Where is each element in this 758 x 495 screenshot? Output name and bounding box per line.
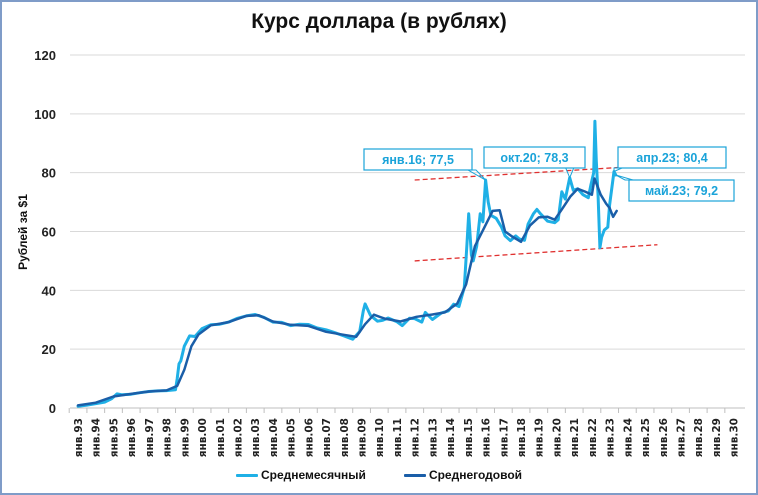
x-tick-label: янв.03 [250,418,262,457]
x-tick-label: янв.13 [427,418,439,457]
x-tick-label: янв.16 [481,418,493,457]
x-tick-label: янв.22 [587,418,599,457]
legend-item-yearly[interactable]: Среднегодовой [403,468,523,482]
x-tick-label: янв.23 [605,418,617,457]
x-tick-label: янв.08 [339,418,351,457]
x-tick-label: янв.11 [392,418,404,457]
y-tick-label: 20 [42,342,56,357]
y-axis-ticks: 0 20 40 60 80 100 120 [34,48,56,416]
series-yearly-line [76,177,618,407]
annotation-box [628,179,735,202]
annotation-label: окт.20; 78,3 [500,151,568,165]
x-tick-label: янв.93 [73,418,85,457]
x-tick-label: янв.27 [675,418,687,457]
x-tick-label: янв.10 [374,418,386,457]
x-tick-label: янв.25 [640,418,652,457]
x-axis: янв.93 янв.94 янв.95 янв.96 янв.97 янв.98 янв.… [68,407,745,457]
x-tick-label: янв.18 [516,418,528,457]
x-tick-label: янв.02 [232,418,244,457]
x-tick-label: янв.12 [410,418,422,457]
x-tick-label: янв.07 [321,418,333,457]
x-tick-label: янв.14 [445,418,457,457]
x-tick-label: янв.05 [286,418,298,457]
x-tick-label: янв.21 [569,418,581,457]
x-tick-label: янв.20 [551,418,563,457]
x-tick-label: янв.09 [357,418,369,457]
legend-label-yearly: Среднегодовой [428,468,523,482]
x-tick-label: янв.06 [303,418,315,457]
x-tick-label: янв.95 [108,418,120,457]
y-tick-label: 120 [34,48,56,63]
x-tick-label: янв.94 [91,418,103,457]
x-tick-label: янв.28 [693,418,705,457]
x-tick-label: янв.96 [126,418,138,457]
x-tick-label: янв.98 [162,418,174,457]
annotation-box [617,146,727,169]
annotation-box [483,146,586,169]
legend-swatch-monthly [235,473,258,477]
annotation-label: янв.16; 77,5 [382,153,454,167]
data-annotations: янв.16; 77,5 окт.20; 78,3 апр.23; 80,4 май.… [363,146,735,202]
y-tick-label: 60 [42,225,56,240]
y-tick-label: 100 [34,107,56,122]
x-tick-label: янв.01 [215,418,227,457]
gridlines [70,54,745,350]
x-tick-label: янв.26 [658,418,670,457]
y-axis-label: Рублей за $1 [16,194,30,270]
chart-legend: Среднемесячный Среднегодовой [0,468,758,482]
x-tick-label: янв.24 [622,418,634,457]
y-tick-label: 0 [49,401,56,416]
legend-item-monthly[interactable]: Среднемесячный [235,468,366,482]
legend-swatch-yearly [403,473,426,477]
x-tick-label: янв.97 [144,418,156,457]
x-tick-label: янв.00 [197,418,209,457]
annotation-label: май.23; 79,2 [645,184,718,198]
y-tick-label: 80 [42,166,56,181]
data-series [76,119,618,408]
x-tick-label: янв.17 [498,418,510,457]
series-monthly-line [76,119,618,408]
x-tick-label: янв.29 [711,418,723,457]
annotation-label: апр.23; 80,4 [636,151,708,165]
y-tick-label: 40 [42,283,56,298]
trendlines [414,164,658,262]
x-tick-label: янв.30 [729,418,741,457]
legend-label-monthly: Среднемесячный [260,468,366,482]
x-tick-label: янв.04 [268,418,280,457]
lower-trend [414,244,658,262]
x-tick-label: янв.99 [179,418,191,457]
chart-title: Курс доллара (в рублях) [251,10,507,33]
annotation-box [363,148,473,171]
x-tick-label: янв.15 [463,418,475,457]
x-tick-label: янв.19 [534,418,546,457]
